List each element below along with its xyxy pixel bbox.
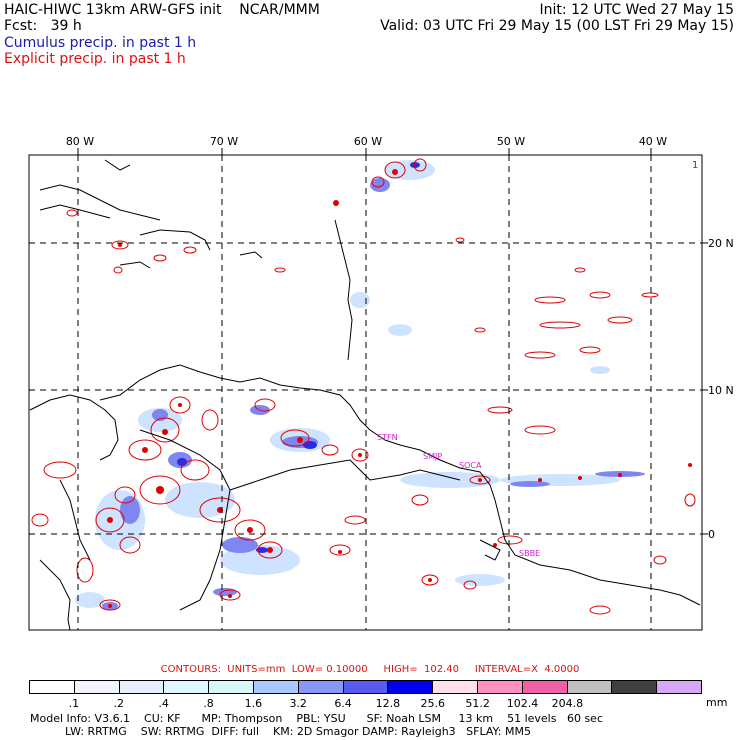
colorbar-tick-label: .1	[68, 697, 80, 710]
init-time: Init: 12 UTC Wed 27 May 15	[539, 2, 734, 18]
colorbar-tick-label: 1.6	[244, 697, 263, 710]
lon-label-60w: 60 W	[354, 135, 382, 148]
colorbar-tick-label: .8	[203, 697, 214, 710]
model-info-line1: Model Info: V3.6.1 CU: KF MP: Thompson P…	[30, 712, 603, 725]
colorbar	[29, 680, 702, 694]
colorbar-cell	[477, 681, 523, 693]
contour-info: CONTOURS: UNITS=mm LOW= 0.10000 HIGH= 10…	[160, 664, 580, 675]
colorbar-tick-label: 6.4	[334, 697, 352, 710]
colorbar-cell	[612, 681, 658, 693]
colorbar-cell	[433, 681, 478, 693]
colorbar-cell	[119, 681, 165, 693]
colorbar-tick-label: 12.8	[375, 697, 401, 710]
forecast-hour: Fcst: 39 h	[4, 18, 82, 34]
colorbar-tick-label: .4	[158, 697, 169, 710]
lat-label-eq: 0	[708, 528, 715, 541]
colorbar-tick-label: 102.4	[506, 697, 539, 710]
colorbar-cell	[209, 681, 254, 693]
legend-explicit: Explicit precip. in past 1 h	[4, 51, 186, 67]
graticule	[29, 155, 702, 630]
colorbar-tick-label: 25.6	[420, 697, 446, 710]
coastlines	[29, 159, 701, 631]
colorbar-cell	[657, 681, 701, 693]
colorbar-tick-label: 51.2	[465, 697, 490, 710]
colorbar-tick-label: 3.2	[289, 697, 307, 710]
lon-label-70w: 70 W	[210, 135, 238, 148]
colorbar-cell	[253, 681, 299, 693]
lon-label-80w: 80 W	[66, 135, 94, 148]
chart-title: HAIC-HIWC 13km ARW-GFS init NCAR/MMM	[4, 2, 320, 18]
lon-label-50w: 50 W	[497, 135, 525, 148]
colorbar-cell	[30, 681, 75, 693]
colorbar-cell	[298, 681, 344, 693]
place-label-soca: SOCA	[459, 461, 482, 470]
model-info-line2: LW: RRTMG SW: RRTMG DIFF: full KM: 2D Sm…	[30, 725, 531, 738]
colorbar-tick-label: .2	[113, 697, 124, 710]
colorbar-cell	[567, 681, 613, 693]
colorbar-cell	[164, 681, 210, 693]
lat-label-20n: 20 N	[708, 237, 734, 250]
colorbar-cell	[522, 681, 568, 693]
corner-label: 1	[692, 160, 698, 171]
cumulus-precip-layer	[75, 160, 645, 610]
lon-label-40w: 40 W	[639, 135, 667, 148]
lat-label-10n: 10 N	[708, 384, 734, 397]
colorbar-tick-label: 204.8	[551, 697, 584, 710]
place-label-stfn: STFN	[377, 433, 398, 442]
legend-cumulus: Cumulus precip. in past 1 h	[4, 35, 197, 51]
colorbar-cell	[343, 681, 389, 693]
colorbar-cell	[74, 681, 120, 693]
colorbar-cell	[388, 681, 434, 693]
explicit-precip-layer	[31, 158, 696, 615]
place-label-sbbe: SBBE	[519, 549, 540, 558]
colorbar-unit: mm	[706, 696, 728, 709]
place-label-smjp: SMJP	[423, 452, 442, 461]
valid-time: Valid: 03 UTC Fri 29 May 15 (00 LST Fri …	[380, 18, 734, 34]
